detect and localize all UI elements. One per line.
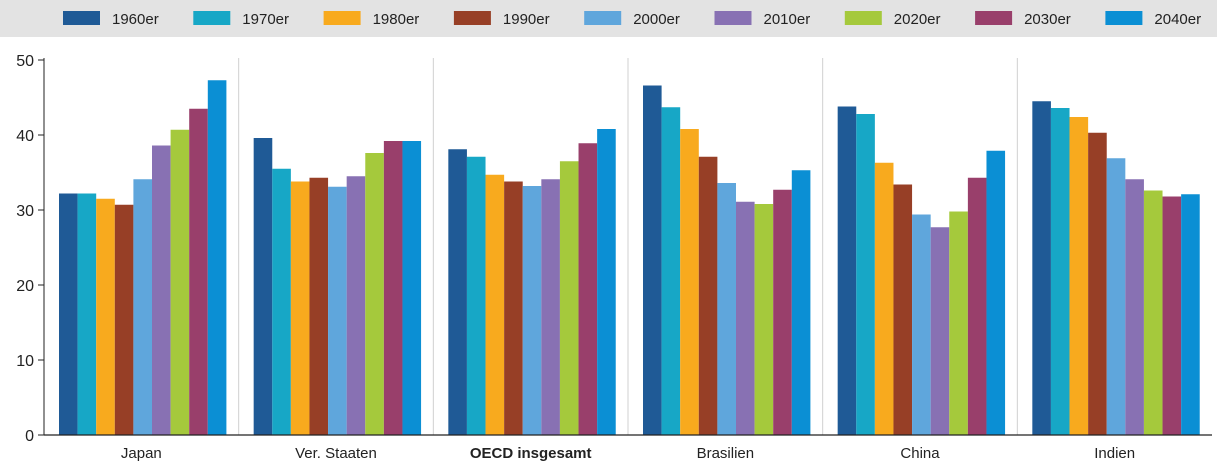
bar-ver-staaten-1980er xyxy=(290,181,310,435)
bar-japan-1970er xyxy=(77,193,97,435)
x-category-label: Indien xyxy=(1094,445,1135,462)
bar-china-2010er xyxy=(930,227,950,435)
x-category-label: Brasilien xyxy=(697,445,755,462)
bar-ver-staaten-2000er xyxy=(328,186,347,435)
bar-brasilien-1960er xyxy=(643,85,662,435)
x-axis: Japan Ver. Staaten OECD insgesamt Brasilien… xyxy=(44,434,1212,462)
bar-japan-2000er xyxy=(133,179,152,435)
bars xyxy=(59,80,1200,435)
group-separators xyxy=(238,58,1018,435)
y-tick-label: 20 xyxy=(16,278,34,295)
y-tick-label: 40 xyxy=(16,128,34,145)
y-tick-label: 30 xyxy=(16,203,34,220)
bar-indien-1960er xyxy=(1032,101,1051,435)
bar-oecd-insgesamt-1980er xyxy=(485,174,505,435)
bar-oecd-insgesamt-1970er xyxy=(466,156,486,435)
bar-japan-2020er xyxy=(170,129,190,435)
bar-brasilien-2000er xyxy=(717,183,736,435)
bar-oecd-insgesamt-1960er xyxy=(448,149,467,435)
bar-brasilien-2020er xyxy=(754,204,774,435)
legend-label-2040er: 2040er xyxy=(1154,11,1201,28)
bar-brasilien-2010er xyxy=(736,201,755,435)
bar-china-2040er xyxy=(986,150,1006,435)
bar-oecd-insgesamt-2030er xyxy=(578,143,598,435)
legend-label-1960er: 1960er xyxy=(112,11,159,28)
legend-label-1980er: 1980er xyxy=(373,11,420,28)
x-category-label: China xyxy=(900,445,940,462)
legend-label-2010er: 2010er xyxy=(764,11,811,28)
legend-swatch-1960er xyxy=(63,11,100,25)
bar-ver-staaten-2040er xyxy=(402,141,422,435)
legend: 1960er 1970er 1980er 1990er 2000er 2010er 2020… xyxy=(63,11,1201,28)
y-tick-label: 10 xyxy=(16,353,34,370)
legend-swatch-2020er xyxy=(844,11,882,25)
bar-indien-2030er xyxy=(1162,196,1182,435)
bar-japan-1960er xyxy=(59,193,78,435)
legend-label-2000er: 2000er xyxy=(633,11,680,28)
bar-japan-1990er xyxy=(114,204,134,435)
legend-swatch-1990er xyxy=(453,11,491,25)
bar-oecd-insgesamt-1990er xyxy=(504,181,523,435)
bar-brasilien-2030er xyxy=(773,189,792,435)
bar-ver-staaten-1990er xyxy=(309,177,329,435)
bar-indien-2000er xyxy=(1106,158,1126,435)
bar-japan-1980er xyxy=(96,198,115,435)
bar-china-1970er xyxy=(856,114,875,435)
bar-oecd-insgesamt-2040er xyxy=(597,129,616,435)
bar-oecd-insgesamt-2020er xyxy=(559,161,579,435)
bar-oecd-insgesamt-2000er xyxy=(522,186,542,435)
bar-china-1990er xyxy=(893,184,913,435)
y-tick-label: 50 xyxy=(16,53,34,70)
legend-swatch-2030er xyxy=(975,11,1013,25)
bar-oecd-insgesamt-2010er xyxy=(541,179,560,435)
bar-brasilien-1980er xyxy=(680,129,699,435)
legend-swatch-2040er xyxy=(1105,11,1143,25)
bar-china-2000er xyxy=(912,214,931,435)
y-axis: 0 10 20 30 40 50 xyxy=(16,53,45,445)
bar-indien-1990er xyxy=(1088,132,1107,435)
legend-label-2020er: 2020er xyxy=(894,11,941,28)
bar-japan-2040er xyxy=(207,80,227,435)
bar-brasilien-1990er xyxy=(698,156,718,435)
legend-swatch-2010er xyxy=(714,11,752,25)
legend-swatch-2000er xyxy=(584,11,622,25)
bar-ver-staaten-1970er xyxy=(272,168,291,435)
bar-china-1980er xyxy=(874,162,894,435)
x-category-label: Ver. Staaten xyxy=(295,445,377,462)
legend-swatch-1970er xyxy=(193,11,231,25)
bar-ver-staaten-1960er xyxy=(253,138,273,435)
bar-indien-1980er xyxy=(1069,117,1089,435)
legend-label-1990er: 1990er xyxy=(503,11,550,28)
bar-indien-1970er xyxy=(1050,108,1070,435)
bar-ver-staaten-2010er xyxy=(346,176,366,435)
bar-china-2020er xyxy=(949,211,968,435)
bar-indien-2010er xyxy=(1125,179,1144,435)
bar-brasilien-1970er xyxy=(661,107,681,435)
legend-label-1970er: 1970er xyxy=(242,11,289,28)
bar-china-2030er xyxy=(967,177,987,435)
y-tick-label: 0 xyxy=(25,428,34,445)
bar-indien-2040er xyxy=(1181,194,1200,435)
bar-japan-2010er xyxy=(152,145,171,435)
bar-ver-staaten-2030er xyxy=(383,141,403,435)
x-category-label: OECD insgesamt xyxy=(470,445,592,462)
bar-brasilien-2040er xyxy=(791,170,811,435)
legend-label-2030er: 2030er xyxy=(1024,11,1071,28)
bar-indien-2020er xyxy=(1143,190,1163,435)
x-category-label: Japan xyxy=(121,445,162,462)
bar-ver-staaten-2020er xyxy=(365,153,384,435)
bar-japan-2030er xyxy=(189,108,208,435)
legend-swatch-1980er xyxy=(323,11,361,25)
bar-china-1960er xyxy=(837,106,857,435)
